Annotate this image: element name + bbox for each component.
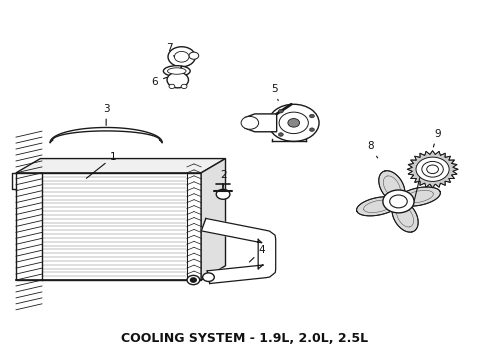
Circle shape xyxy=(167,72,189,88)
Circle shape xyxy=(269,104,319,141)
Circle shape xyxy=(288,118,299,127)
Text: 1: 1 xyxy=(86,152,117,178)
Polygon shape xyxy=(201,219,276,284)
Polygon shape xyxy=(392,201,418,232)
Circle shape xyxy=(168,47,196,67)
Circle shape xyxy=(416,157,449,181)
Circle shape xyxy=(310,128,315,131)
Circle shape xyxy=(310,114,315,118)
Polygon shape xyxy=(379,171,405,202)
Circle shape xyxy=(390,195,407,208)
Circle shape xyxy=(189,52,199,59)
Circle shape xyxy=(169,84,175,89)
Circle shape xyxy=(422,161,443,177)
Polygon shape xyxy=(16,158,225,173)
Circle shape xyxy=(427,165,439,174)
Circle shape xyxy=(181,84,187,89)
Text: 2: 2 xyxy=(220,170,226,186)
Circle shape xyxy=(278,109,283,113)
Text: 8: 8 xyxy=(368,141,378,158)
Text: 9: 9 xyxy=(433,129,441,147)
Text: 6: 6 xyxy=(151,77,167,87)
Polygon shape xyxy=(407,151,458,188)
Polygon shape xyxy=(397,187,441,206)
Text: 4: 4 xyxy=(249,245,266,262)
Polygon shape xyxy=(245,114,277,132)
Ellipse shape xyxy=(163,66,190,76)
Circle shape xyxy=(216,189,230,199)
Text: 5: 5 xyxy=(271,84,278,100)
Text: 3: 3 xyxy=(103,104,109,125)
Circle shape xyxy=(278,133,283,136)
Circle shape xyxy=(191,278,196,282)
Ellipse shape xyxy=(168,68,186,74)
Polygon shape xyxy=(50,127,162,143)
Polygon shape xyxy=(201,158,225,280)
Circle shape xyxy=(202,273,214,282)
Polygon shape xyxy=(16,173,201,280)
Circle shape xyxy=(241,116,259,129)
Circle shape xyxy=(279,112,308,134)
Polygon shape xyxy=(357,197,400,216)
Circle shape xyxy=(383,190,414,213)
Text: 7: 7 xyxy=(166,43,174,57)
Circle shape xyxy=(187,275,200,285)
Text: COOLING SYSTEM - 1.9L, 2.0L, 2.5L: COOLING SYSTEM - 1.9L, 2.0L, 2.5L xyxy=(122,333,368,346)
Circle shape xyxy=(174,51,189,62)
